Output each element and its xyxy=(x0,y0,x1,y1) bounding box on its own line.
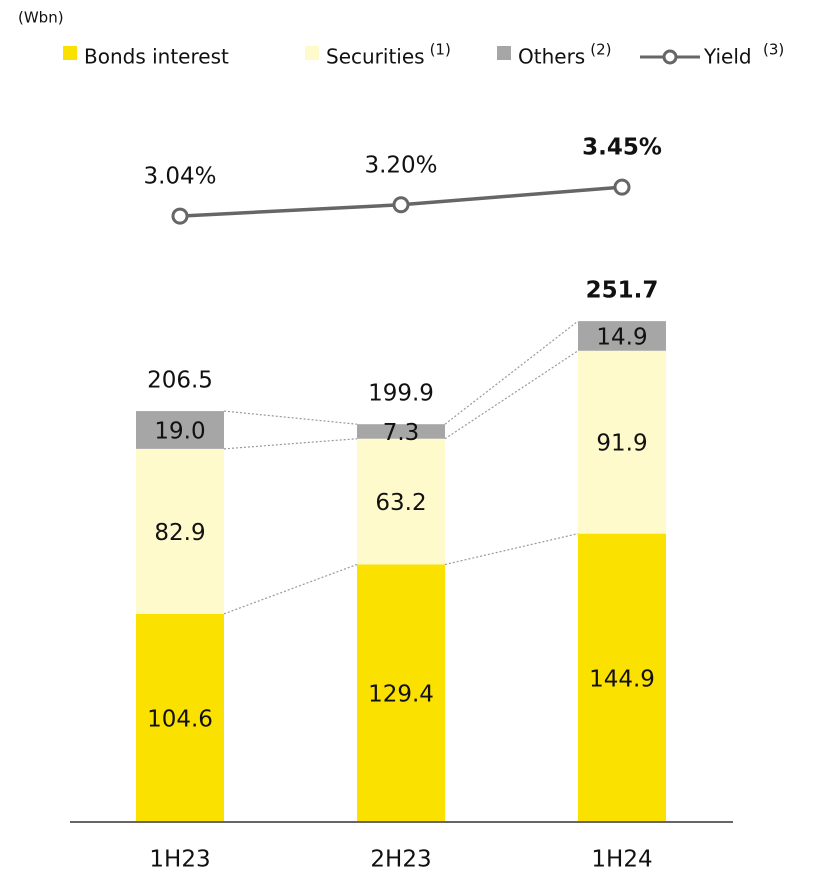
connector xyxy=(444,320,579,425)
legend-label: Others xyxy=(518,45,585,69)
connector xyxy=(223,410,358,425)
bar-segment xyxy=(578,533,666,822)
connector xyxy=(223,438,358,450)
segment-label: 14.9 xyxy=(596,324,647,350)
legend-swatch xyxy=(497,46,511,60)
connector xyxy=(223,563,358,615)
segment-label: 144.9 xyxy=(589,666,655,692)
segment-label: 82.9 xyxy=(154,520,205,546)
bar-segment xyxy=(136,448,224,614)
yield-point xyxy=(392,196,410,214)
bar-segment xyxy=(357,564,445,822)
legend-note: (3) xyxy=(763,41,784,59)
segment-label: 19.0 xyxy=(154,418,205,444)
yield-label: 3.45% xyxy=(582,135,662,161)
x-tick-label: 2H23 xyxy=(370,847,431,872)
legend-note: (1) xyxy=(430,41,451,59)
legend-swatch xyxy=(305,46,319,60)
legend-label: Securities xyxy=(326,45,425,69)
segment-label: 104.6 xyxy=(147,706,213,732)
legend-label: Bonds interest xyxy=(84,45,229,69)
bar-segment xyxy=(136,613,224,822)
legend-marker xyxy=(662,49,678,65)
connector xyxy=(444,533,579,566)
bar-segment xyxy=(357,424,445,439)
bar-segment xyxy=(136,411,224,449)
yield-label: 3.04% xyxy=(143,164,216,190)
segment-label: 129.4 xyxy=(368,682,434,708)
x-tick-label: 1H24 xyxy=(591,847,652,872)
legend-label: Yield xyxy=(703,45,752,69)
legend-note: (2) xyxy=(590,41,611,59)
unit-label: (Wbn) xyxy=(18,9,64,27)
x-tick-label: 1H23 xyxy=(149,847,210,872)
bar-segment xyxy=(578,321,666,351)
total-label: 199.9 xyxy=(368,381,434,407)
segment-label: 91.9 xyxy=(596,431,647,457)
total-label: 206.5 xyxy=(147,368,213,394)
legend-swatch xyxy=(63,46,77,60)
segment-label: 63.2 xyxy=(375,490,426,516)
yield-label: 3.20% xyxy=(364,152,437,178)
total-label: 251.7 xyxy=(586,278,659,304)
yield-point xyxy=(171,207,189,225)
segment-label: 7.3 xyxy=(383,420,420,446)
bar-segment xyxy=(578,350,666,534)
connector xyxy=(444,350,579,440)
yield-point xyxy=(613,178,631,196)
bar-segment xyxy=(357,438,445,565)
